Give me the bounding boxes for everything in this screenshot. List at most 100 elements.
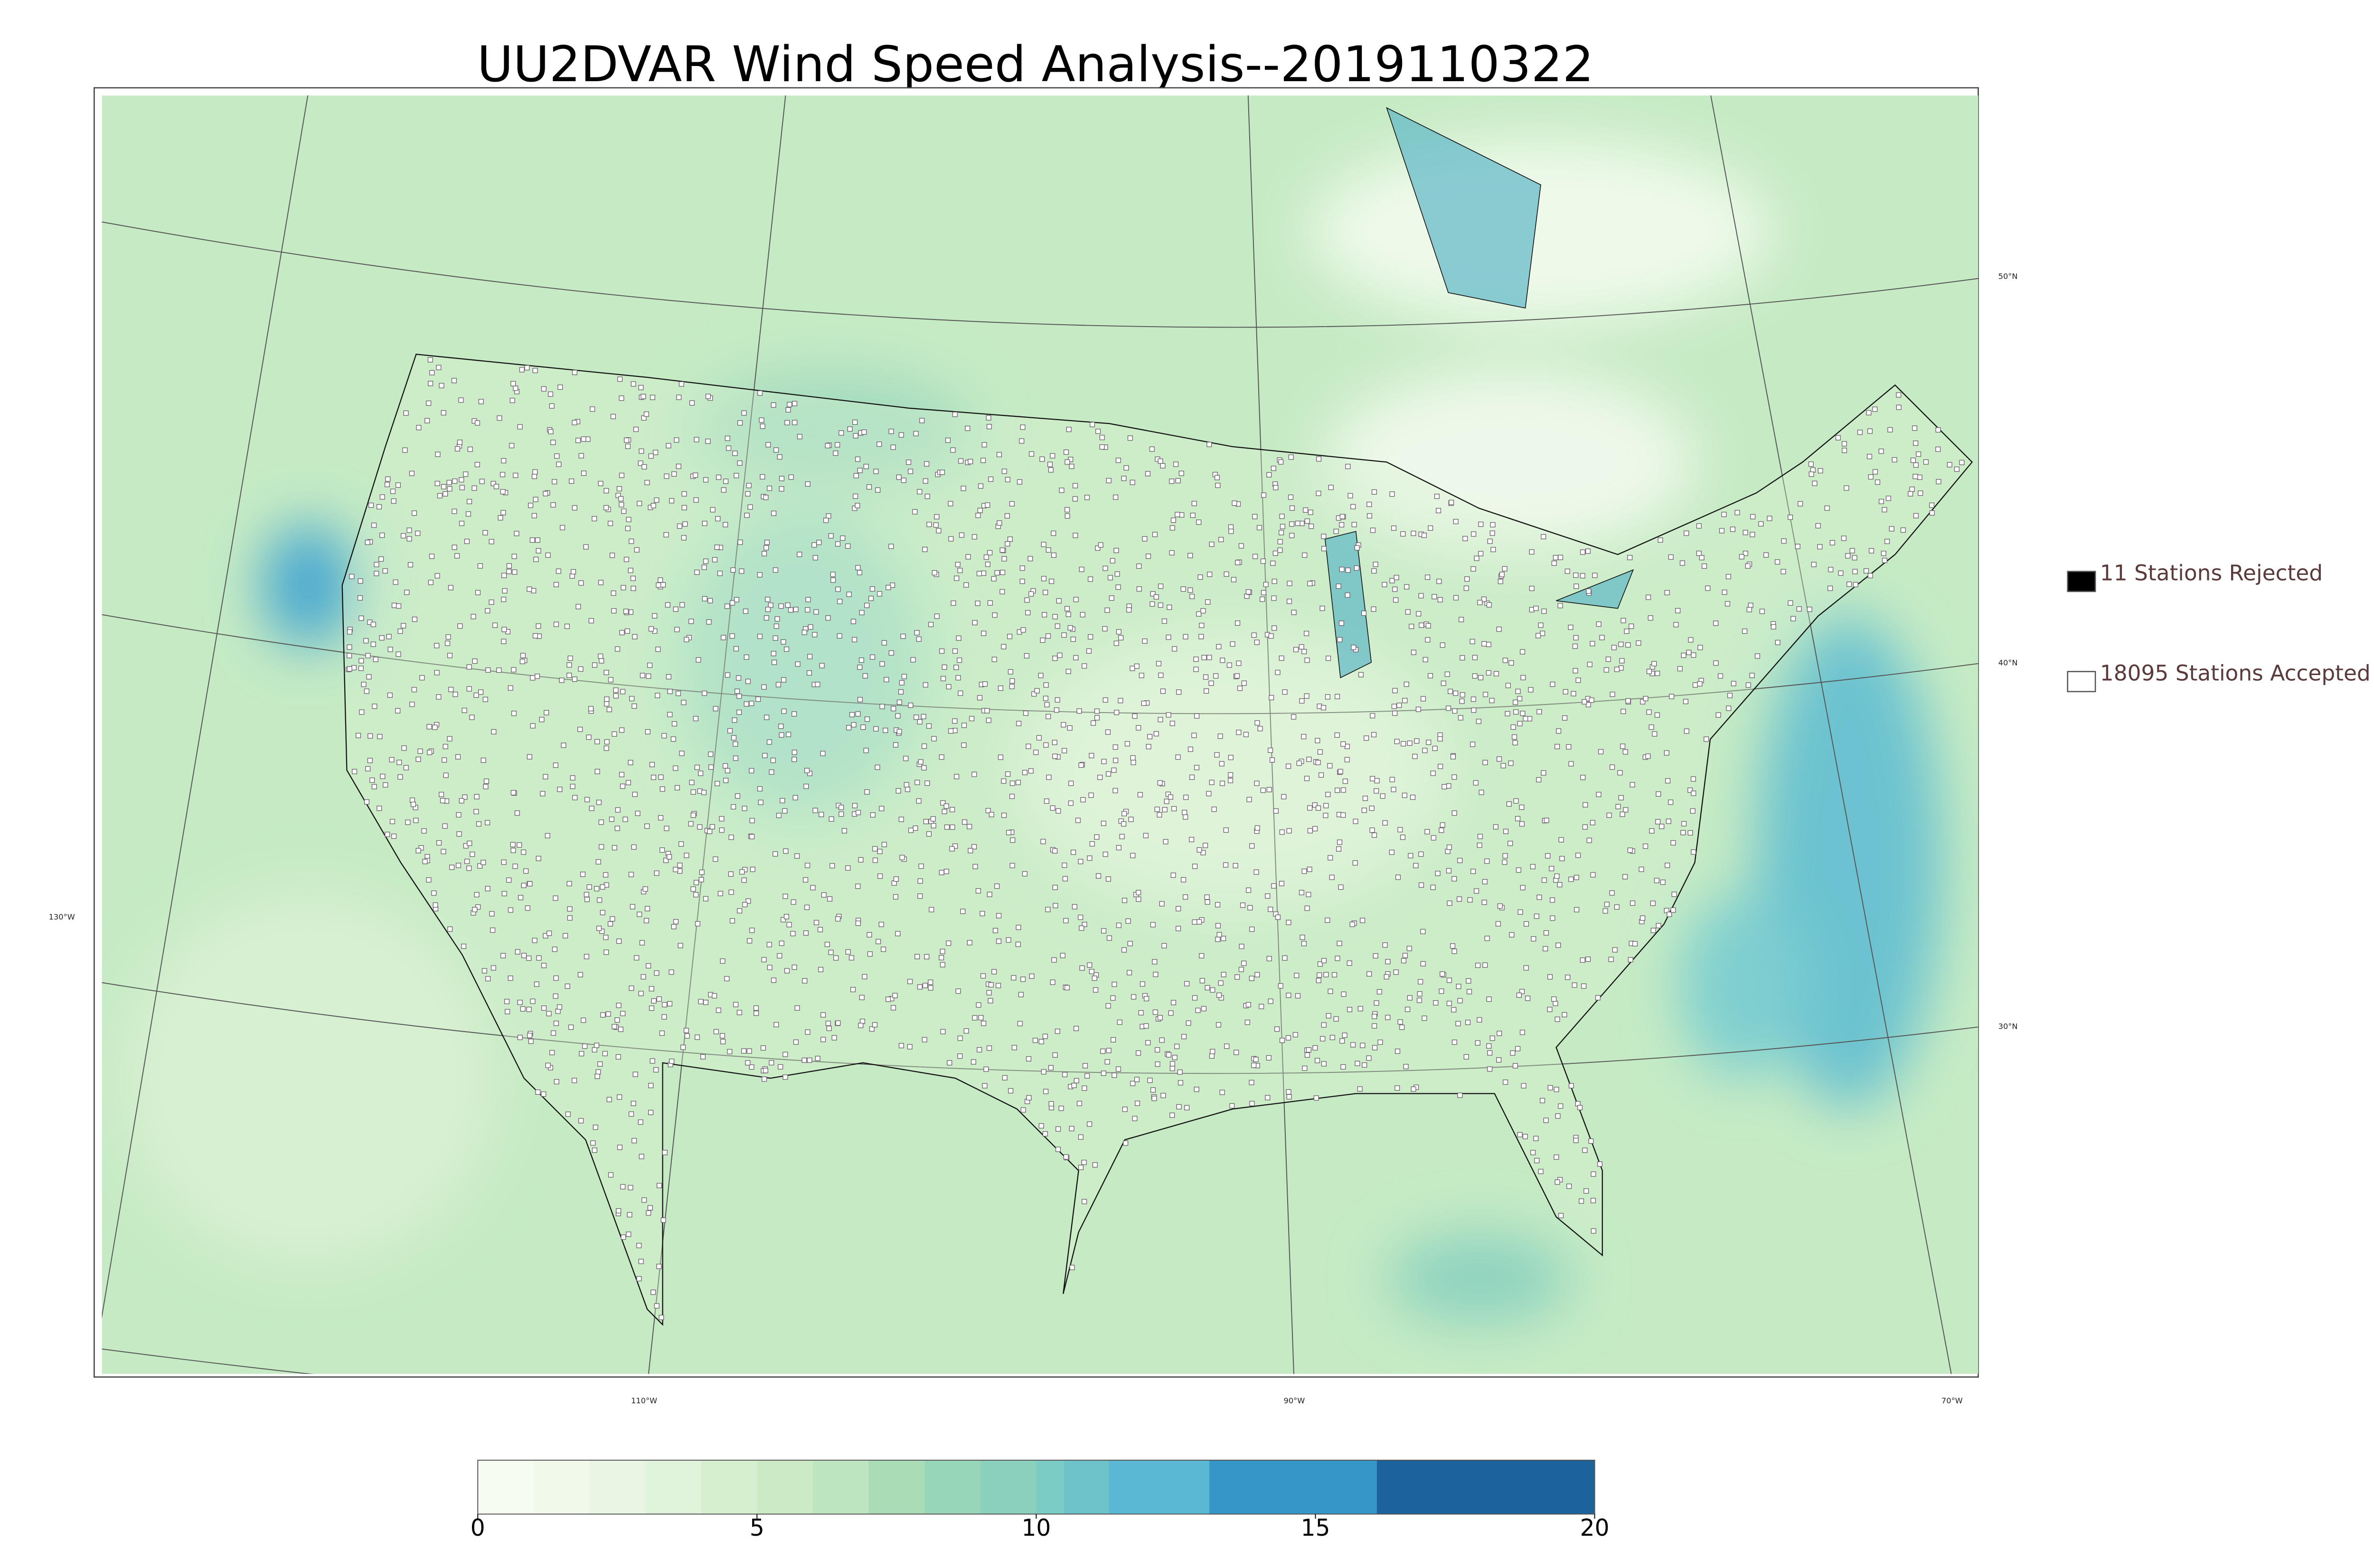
station-marker	[1266, 956, 1272, 961]
station-marker	[1196, 919, 1202, 925]
station-marker	[701, 789, 707, 795]
station-marker	[794, 1005, 800, 1011]
station-marker	[1456, 896, 1462, 902]
station-marker	[603, 745, 609, 751]
station-marker	[1499, 572, 1505, 577]
station-marker	[1533, 605, 1539, 611]
station-marker	[1630, 782, 1635, 788]
station-marker	[1878, 449, 1884, 454]
station-marker	[1677, 666, 1683, 672]
station-marker	[1236, 730, 1242, 735]
station-marker	[590, 1140, 596, 1146]
station-marker	[1274, 1026, 1280, 1032]
station-marker	[1668, 799, 1674, 805]
station-marker	[1041, 542, 1046, 547]
station-marker	[500, 510, 506, 516]
station-marker	[1228, 755, 1234, 761]
station-marker	[590, 406, 595, 412]
station-marker	[1420, 929, 1426, 934]
station-marker	[1184, 1105, 1190, 1110]
station-marker	[835, 541, 841, 547]
station-marker	[1113, 758, 1119, 763]
station-marker	[553, 975, 559, 981]
station-marker	[1609, 890, 1615, 896]
station-marker	[616, 939, 622, 944]
station-marker	[1272, 579, 1277, 584]
station-marker	[1046, 633, 1051, 639]
station-marker	[545, 1062, 551, 1068]
station-marker	[1389, 777, 1395, 782]
station-marker	[1090, 422, 1095, 427]
station-marker	[629, 696, 635, 702]
station-marker	[1042, 1131, 1048, 1136]
station-marker	[1842, 448, 1847, 453]
station-marker	[823, 517, 829, 523]
station-marker	[1885, 496, 1891, 501]
station-marker	[1614, 667, 1620, 672]
station-marker	[577, 726, 583, 732]
station-marker	[1679, 560, 1685, 566]
station-marker	[1009, 678, 1015, 684]
station-marker	[1409, 623, 1414, 629]
station-marker	[1153, 972, 1159, 977]
station-marker	[1366, 971, 1372, 977]
station-marker	[351, 665, 357, 670]
station-marker	[1196, 611, 1202, 617]
station-marker	[747, 504, 753, 510]
station-marker	[654, 498, 659, 503]
station-marker	[1440, 642, 1445, 648]
station-marker	[1038, 1123, 1044, 1129]
station-marker	[629, 1111, 634, 1117]
station-marker	[1241, 960, 1247, 966]
station-marker	[1076, 708, 1082, 714]
station-marker	[1079, 925, 1084, 931]
station-marker	[931, 823, 936, 828]
station-marker	[1477, 1017, 1482, 1023]
station-marker	[1193, 657, 1199, 662]
station-marker	[1306, 756, 1312, 762]
station-marker	[931, 736, 937, 742]
station-marker	[1513, 798, 1519, 804]
station-marker	[1592, 573, 1598, 578]
station-marker	[379, 494, 385, 500]
station-marker	[963, 582, 969, 588]
station-marker	[1320, 1036, 1326, 1042]
station-marker	[688, 821, 694, 826]
station-marker	[621, 585, 626, 591]
station-marker	[648, 1109, 654, 1115]
station-marker	[1042, 1033, 1048, 1039]
station-marker	[1328, 485, 1334, 490]
station-marker	[952, 648, 958, 654]
station-marker	[1362, 1062, 1367, 1068]
graticule-line	[1710, 95, 1952, 1374]
station-marker	[1529, 585, 1535, 592]
station-marker	[1435, 871, 1441, 876]
station-marker	[845, 865, 851, 871]
station-marker	[1288, 454, 1294, 460]
station-marker	[1303, 507, 1309, 513]
station-marker	[690, 789, 696, 795]
station-marker	[1503, 1080, 1508, 1085]
station-marker	[1536, 777, 1542, 783]
station-marker	[541, 1091, 546, 1097]
station-marker	[1051, 530, 1056, 536]
station-marker	[1219, 1089, 1225, 1095]
station-marker	[688, 619, 694, 624]
station-marker	[1157, 780, 1163, 786]
station-marker	[917, 984, 923, 990]
station-marker	[949, 846, 955, 852]
station-marker	[541, 386, 546, 392]
station-marker	[881, 842, 887, 847]
station-marker	[475, 904, 481, 910]
station-marker	[1020, 1107, 1026, 1113]
station-marker	[500, 489, 506, 495]
station-marker	[655, 647, 661, 652]
station-marker	[1505, 683, 1511, 688]
station-marker	[506, 569, 512, 574]
station-marker	[1408, 853, 1413, 858]
station-marker	[733, 755, 738, 761]
station-marker	[1345, 592, 1350, 598]
station-marker	[994, 570, 1000, 576]
station-marker	[1246, 887, 1252, 893]
station-marker	[436, 694, 442, 700]
